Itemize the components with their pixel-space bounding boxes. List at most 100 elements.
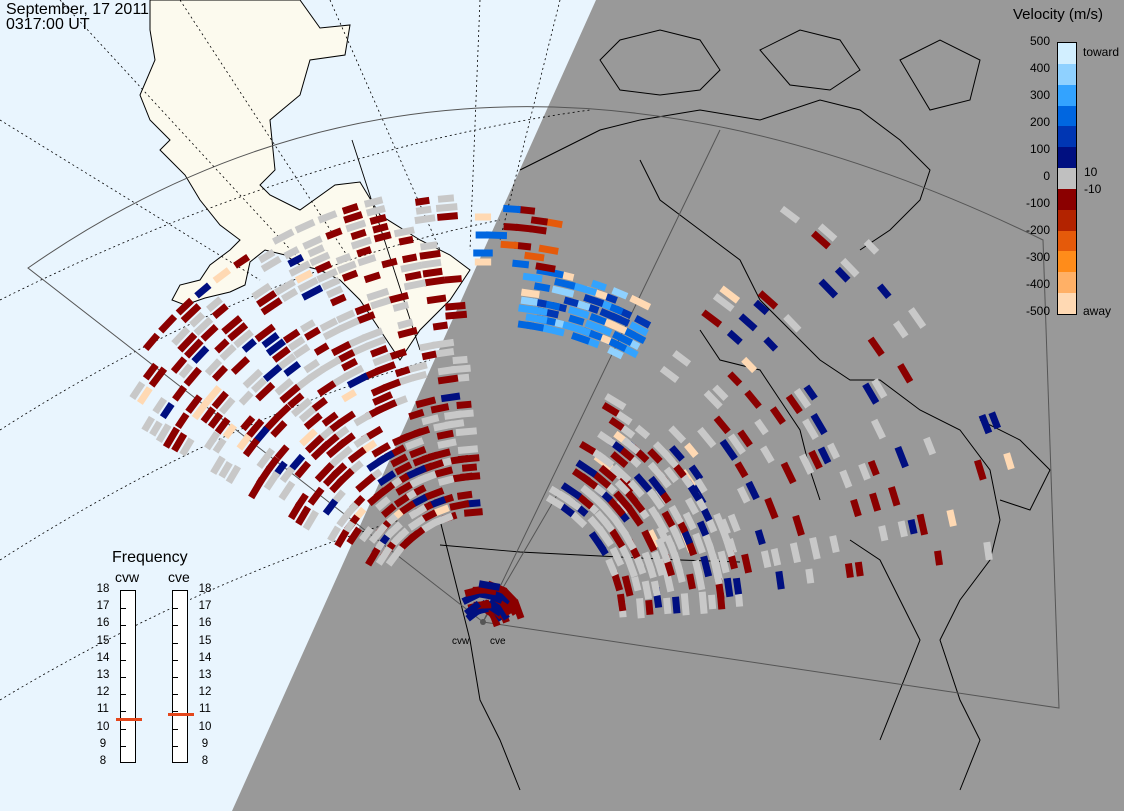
velocity-cell [434, 347, 455, 358]
velocity-cell [375, 545, 393, 566]
velocity-cell [336, 309, 356, 324]
velocity-cell [634, 315, 652, 329]
velocity-cell [409, 445, 427, 459]
velocity-cell [474, 213, 492, 221]
velocity-cell [210, 455, 226, 475]
velocity-cell [592, 471, 612, 489]
velocity-cell [627, 479, 645, 498]
velocity-cell [172, 385, 187, 402]
velocity-cell [368, 523, 388, 544]
velocity-cell [892, 320, 909, 339]
velocity-cell [423, 487, 445, 501]
velocity-cell [174, 412, 190, 430]
velocity-cell [218, 396, 236, 415]
velocity-cell [251, 282, 272, 300]
velocity-cell [316, 267, 339, 283]
time-label: 0317:00 UT [6, 16, 90, 33]
velocity-cell [515, 223, 534, 233]
gauge-tick [173, 677, 178, 678]
velocity-cell [511, 599, 525, 620]
velocity-cell [697, 426, 717, 449]
velocity-cell [274, 377, 294, 396]
velocity-cell [278, 480, 296, 501]
velocity-cell [388, 291, 409, 304]
colorbar-segment [1058, 293, 1076, 314]
velocity-cell [207, 411, 224, 429]
frequency-scale-label: 13 [96, 669, 110, 681]
colorbar-segment [1058, 168, 1076, 189]
velocity-cell [530, 216, 549, 226]
velocity-cell [663, 597, 672, 615]
velocity-cell [325, 227, 343, 240]
velocity-cell [294, 269, 314, 284]
velocity-cell [327, 525, 342, 543]
velocity-cell [341, 357, 358, 372]
velocity-cell [701, 309, 723, 328]
velocity-cell [295, 505, 312, 526]
velocity-cell [397, 500, 417, 516]
velocity-cell [478, 580, 501, 591]
velocity-cell [612, 330, 634, 347]
velocity-cell [594, 510, 610, 527]
velocity-cell [648, 475, 667, 496]
velocity-cell [410, 370, 428, 382]
velocity-cell [668, 505, 684, 525]
gauge-tick [173, 711, 178, 713]
velocity-cell [1003, 452, 1015, 471]
velocity-cell [236, 433, 252, 451]
colorbar-segment [1058, 126, 1076, 148]
velocity-cell [136, 386, 153, 405]
velocity-cell [171, 432, 188, 453]
gauge-tick [121, 694, 126, 696]
velocity-cell [736, 486, 751, 504]
radar-name-cvw: cvw [115, 569, 140, 585]
velocity-cell [257, 249, 276, 264]
frequency-scale-label: 10 [198, 720, 212, 733]
velocity-cell [148, 366, 168, 388]
velocity-cell [569, 511, 588, 529]
colorbar-segment [1058, 272, 1076, 294]
velocity-cell [294, 218, 316, 234]
velocity-cell [371, 442, 391, 458]
velocity-cell [242, 437, 260, 458]
gauge-tick [173, 694, 178, 696]
velocity-cell [599, 308, 622, 323]
velocity-cell [590, 279, 607, 292]
velocity-cell [688, 464, 704, 482]
velocity-cell [407, 515, 426, 531]
velocity-cell [270, 420, 288, 438]
velocity-cell [350, 228, 367, 241]
radar-label-cvw: cvw [452, 636, 470, 647]
velocity-cell [621, 531, 637, 551]
velocity-cell [663, 466, 679, 484]
velocity-cell [568, 314, 585, 326]
radar-site-marker [480, 619, 486, 625]
velocity-cell [421, 350, 437, 361]
velocity-cell [692, 532, 706, 554]
velocity-cell [256, 447, 276, 470]
velocity-cell [908, 307, 927, 329]
velocity-cell [682, 511, 697, 531]
velocity-cell [381, 257, 398, 269]
velocity-cell [290, 397, 313, 418]
velocity-cell [397, 326, 418, 339]
velocity-cell [238, 390, 254, 406]
velocity-cell [375, 496, 391, 512]
velocity-cell [265, 338, 287, 357]
velocity-cell [587, 515, 604, 533]
velocity-cell [474, 258, 492, 266]
velocity-cell [449, 500, 470, 511]
velocity-cell [844, 562, 854, 579]
velocity-cell [397, 318, 414, 330]
frequency-scale-label: 10 [96, 720, 110, 733]
velocity-cell [331, 340, 352, 357]
velocity-cell [708, 594, 717, 610]
velocity-cell [700, 555, 713, 578]
velocity-cell [520, 296, 538, 306]
velocity-cell [489, 596, 509, 617]
velocity-cell [661, 510, 676, 528]
velocity-cell [648, 506, 663, 523]
velocity-cell [444, 275, 462, 284]
velocity-cell [287, 336, 306, 352]
